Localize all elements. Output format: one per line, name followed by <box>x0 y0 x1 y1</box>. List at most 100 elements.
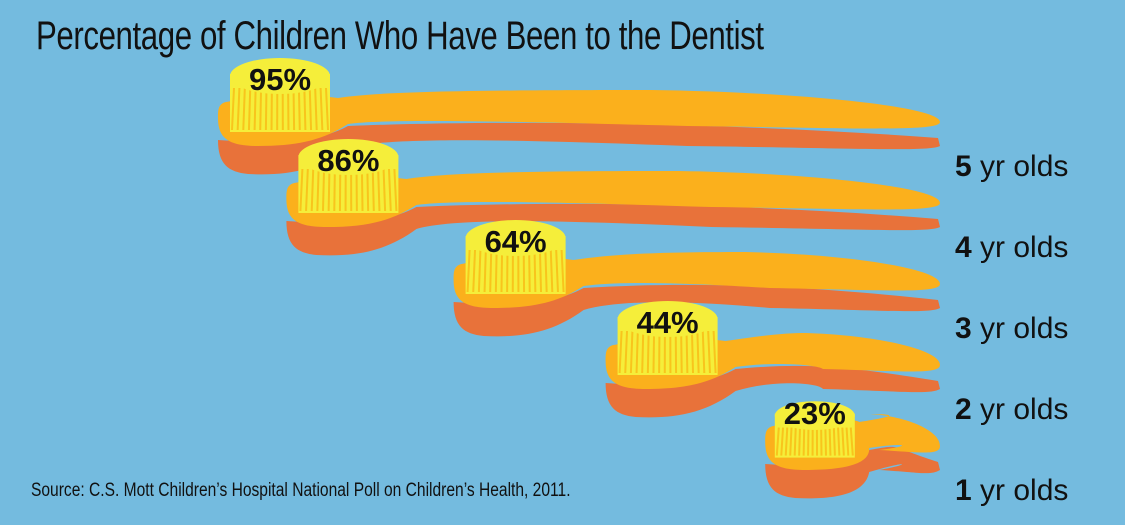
bristle-line <box>308 87 313 131</box>
bristle-line <box>712 330 717 374</box>
category-label: 3 yr olds <box>955 312 1068 345</box>
bristle-line <box>793 427 797 456</box>
brush-shadow <box>286 203 940 256</box>
bristle-line <box>802 427 806 456</box>
brush-shadow <box>218 122 940 175</box>
bristle-line <box>646 330 650 374</box>
bristle-line <box>333 168 336 212</box>
bristle-line <box>528 249 531 293</box>
bristle-line <box>533 249 537 293</box>
toothbrush-bar: 44% 2 yr olds <box>605 301 1068 426</box>
bristle-line <box>483 249 487 293</box>
bristle-line <box>555 249 559 293</box>
category-number: 4 <box>955 231 972 264</box>
bristle-line <box>316 168 320 212</box>
category-label: 2 yr olds <box>955 393 1068 426</box>
bristle-line <box>784 427 789 456</box>
bristle-line <box>845 427 850 456</box>
bristle-line <box>696 330 700 374</box>
bristle-line <box>477 249 482 293</box>
bristle-line <box>382 168 387 212</box>
category-suffix: yr olds <box>972 312 1069 345</box>
category-number: 3 <box>955 312 972 345</box>
category-suffix: yr olds <box>972 150 1069 183</box>
category-number: 2 <box>955 393 972 426</box>
bristle-line <box>824 427 827 456</box>
category-label: 4 yr olds <box>955 231 1068 264</box>
category-label: 1 yr olds <box>955 474 1068 507</box>
bristle-line <box>303 87 307 131</box>
bristle-line <box>828 427 832 456</box>
category-label: 5 yr olds <box>955 150 1068 183</box>
toothbrush-bar: 23% 1 yr olds <box>765 396 1068 507</box>
brush-head-top <box>298 139 399 175</box>
bristle-line <box>624 330 629 374</box>
brush-handle <box>453 252 940 308</box>
bristle-line <box>538 249 543 293</box>
bristle-line <box>685 330 689 374</box>
value-label: 44% <box>637 305 699 340</box>
bristle-line <box>635 330 639 374</box>
value-label: 95% <box>249 62 311 97</box>
brush-shadow <box>765 446 940 499</box>
bristle-line <box>641 330 645 374</box>
bristle-line <box>841 427 845 456</box>
bristle-line <box>701 330 706 374</box>
bristle-line <box>253 87 257 131</box>
bristle-line <box>707 330 711 374</box>
bristle-line <box>299 168 304 212</box>
bristle-line <box>544 249 548 293</box>
bristle-line <box>549 249 554 293</box>
brush-head-top <box>617 301 718 337</box>
bristle-line <box>618 330 623 374</box>
bristle-line <box>297 87 301 131</box>
brush-handle <box>286 171 940 227</box>
bristle-line <box>466 249 471 293</box>
bristle-line <box>680 330 683 374</box>
category-suffix: yr olds <box>972 474 1069 507</box>
bristle-line <box>319 87 324 131</box>
bristle-line <box>231 87 235 131</box>
brush-handle <box>218 90 940 146</box>
brush-head-top <box>774 401 855 430</box>
bristle-line <box>500 249 504 293</box>
bristle-line <box>798 427 801 456</box>
bristle-line <box>305 168 309 212</box>
bristle-line <box>314 87 318 131</box>
bristle-line <box>321 168 326 212</box>
bristle-line <box>849 427 854 456</box>
brush-shadow <box>453 284 940 337</box>
bristle-line <box>472 249 477 293</box>
bristle-line <box>652 330 656 374</box>
bristle-line <box>310 168 315 212</box>
bristle-line <box>780 427 785 456</box>
bristle-line <box>494 249 498 293</box>
bristle-line <box>292 87 296 131</box>
bristle-line <box>387 168 392 212</box>
bristle-line <box>832 427 836 456</box>
value-label: 64% <box>485 224 547 259</box>
brush-head-top <box>465 220 566 256</box>
bristle-line <box>327 168 331 212</box>
bristle-line <box>489 249 493 293</box>
bristle-line <box>560 249 565 293</box>
bristle-line <box>360 168 364 212</box>
bristle-line <box>236 87 241 131</box>
brush-head-top <box>230 58 330 94</box>
brush-shadow <box>605 365 940 418</box>
bristle-line <box>789 427 793 456</box>
bristle-line <box>371 168 375 212</box>
category-number: 5 <box>955 150 972 183</box>
bristle-line <box>242 87 246 131</box>
bristle-line <box>837 427 841 456</box>
toothbrush-bar: 64% 3 yr olds <box>453 220 1068 345</box>
bristle-line <box>629 330 634 374</box>
bristle-line <box>393 168 398 212</box>
bristle-line <box>325 87 329 131</box>
value-label: 86% <box>317 143 379 178</box>
toothbrush-bar: 95% 5 yr olds <box>218 58 1068 183</box>
bristle-line <box>366 168 370 212</box>
toothbrush-bar: 86% 4 yr olds <box>286 139 1068 264</box>
bristle-line <box>259 87 263 131</box>
